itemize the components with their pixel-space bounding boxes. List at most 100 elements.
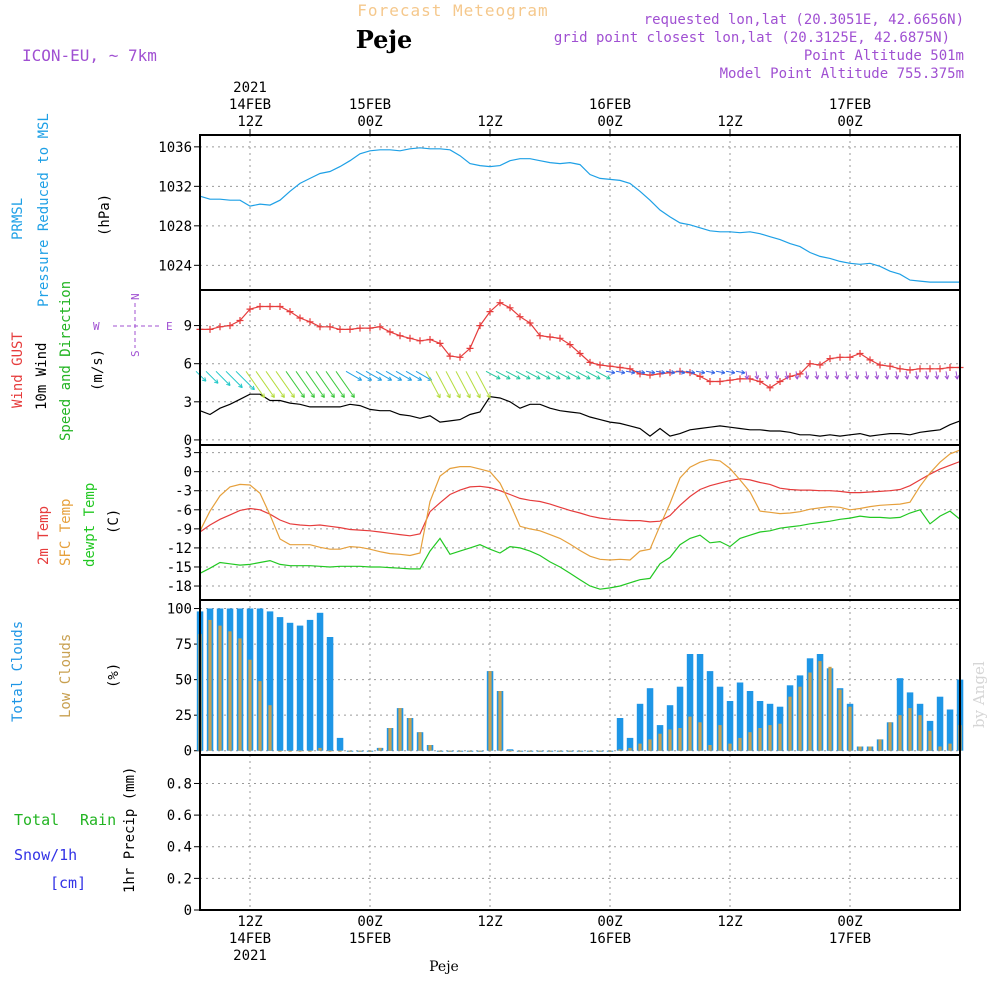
gust-marker: [926, 365, 934, 373]
compass-rose: N S W E: [93, 293, 173, 357]
wind-arrow: [655, 370, 665, 374]
gust-marker: [916, 365, 924, 373]
wind-arrow-head: [340, 393, 345, 398]
gust-marker: [386, 328, 394, 336]
model-label: ICON-EU, ~ 7km: [22, 46, 157, 65]
low-cloud-bar: [318, 747, 322, 751]
low-cloud-bar: [708, 745, 712, 751]
wind-arrow: [805, 371, 808, 380]
wind-arrow: [855, 371, 858, 380]
wind-10m-label: 10m Wind: [34, 343, 50, 410]
sfc-temp-line: [199, 449, 961, 561]
gust-marker: [406, 334, 414, 342]
wind-arrow-head: [357, 376, 363, 381]
clouds-panel-labels: Total Clouds Low Clouds (%): [10, 621, 122, 722]
gust-marker: [766, 384, 774, 392]
bottom-time-label: 12Z: [717, 914, 742, 930]
wind-arrow-head: [814, 375, 820, 380]
wind-arrow-head: [516, 375, 521, 380]
wind-arrow-head: [954, 375, 960, 380]
wind-arrow: [355, 370, 372, 381]
wind-arrow-head: [330, 393, 335, 398]
gust-marker: [806, 360, 814, 368]
wind-arrow: [695, 370, 705, 374]
wind-arrow: [225, 370, 243, 388]
wind-arrow: [815, 371, 818, 380]
wind-arrow: [645, 370, 655, 374]
wind-arrow-head: [834, 375, 840, 380]
total-cloud-bar: [946, 709, 954, 751]
wind-arrow-head: [456, 393, 461, 399]
low-cloud-bar: [668, 729, 672, 751]
temp-frame: [199, 444, 961, 601]
bottom-time-label: 15FEB: [349, 931, 391, 947]
total-label: Total: [14, 811, 59, 829]
wind-arrow-head: [670, 370, 676, 375]
wind-arrow: [705, 370, 715, 374]
gust-marker: [576, 350, 584, 357]
gust-marker: [516, 313, 524, 321]
low-cloud-bar: [768, 725, 772, 751]
low-cloud-bar: [388, 728, 392, 751]
gust-marker: [306, 318, 314, 326]
low-cloud-bar: [798, 686, 802, 751]
gust-marker: [776, 378, 784, 385]
wind-arrow-head: [650, 370, 656, 375]
location-title: Peje: [356, 25, 413, 54]
forecast-title: Forecast Meteogram: [357, 1, 548, 20]
low-cloud-bar: [288, 750, 292, 752]
wind-arrow: [635, 370, 645, 374]
low-cloud-bar: [608, 750, 612, 752]
gust-marker: [696, 372, 704, 380]
wind-arrow-head: [774, 375, 780, 380]
gust-marker: [446, 352, 454, 360]
wind-arrow-head: [476, 393, 481, 399]
low-cloud-bar: [298, 750, 302, 752]
low-cloud-bar: [788, 696, 792, 751]
top-time-label: 14FEB: [229, 97, 271, 113]
gust-marker: [906, 366, 914, 374]
gust-marker: [336, 325, 344, 333]
pressure-frame: [199, 134, 961, 291]
wind-arrow: [765, 371, 768, 380]
total-cloud-bar: [936, 696, 944, 751]
wind-arrow-head: [486, 393, 491, 399]
gust-marker: [616, 364, 624, 371]
wind-arrow-head: [536, 375, 541, 380]
low-cloud-bar: [578, 750, 582, 752]
precip-unit: 1hr Precip (mm): [122, 767, 138, 893]
bottom-time-label: 12Z: [477, 914, 502, 930]
low-cloud-bar: [728, 743, 732, 751]
wind-arrow: [955, 371, 958, 380]
wind-arrow-head: [576, 375, 581, 380]
total-cloud-bar: [256, 608, 264, 751]
wind-arrow-head: [397, 376, 403, 381]
pressure-unit: (hPa): [97, 194, 113, 236]
wind-arrow: [755, 371, 758, 380]
wind-arrow-head: [250, 385, 255, 391]
compass-e: E: [166, 320, 173, 333]
temp-sfc-label: SFC Temp: [58, 499, 74, 566]
snow-label: Snow/1h: [14, 846, 77, 864]
wind-arrow-head: [660, 370, 666, 375]
low-cloud-bar: [618, 749, 622, 751]
pressure-label-prmsl: PRMSL: [10, 198, 26, 240]
gust-marker: [486, 308, 494, 316]
low-cloud-bar: [278, 750, 282, 752]
total-cloud-bar: [666, 705, 674, 751]
total-cloud-bar: [616, 718, 624, 751]
wind-arrow-head: [201, 377, 207, 382]
gust-marker: [536, 332, 544, 340]
wind-arrow: [445, 371, 461, 399]
gust-marker: [356, 324, 364, 332]
wind-arrow: [725, 370, 735, 374]
wind-arrow: [585, 370, 601, 380]
wind-arrow-head: [844, 375, 850, 380]
wind-arrow: [295, 371, 315, 398]
low-cloud-bar: [468, 750, 472, 752]
gust-marker: [216, 323, 224, 331]
wind-arrow: [605, 370, 615, 374]
low-cloud-bar: [688, 716, 692, 751]
